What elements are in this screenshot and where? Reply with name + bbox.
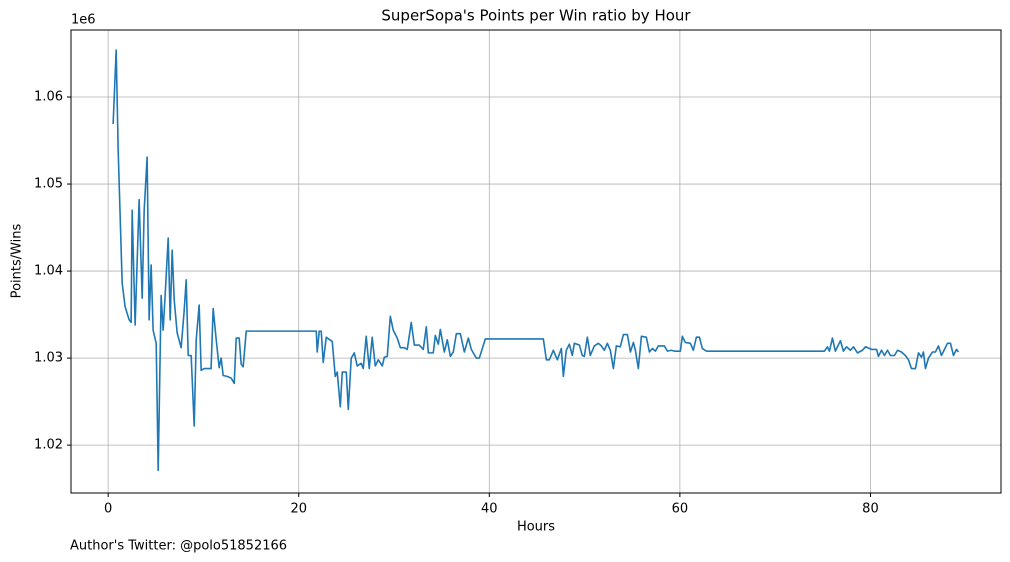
y-tick-label: 1.04: [34, 264, 63, 279]
offset-label: 1e6: [71, 13, 96, 28]
y-tick-label: 1.02: [34, 438, 63, 453]
x-tick-label: 80: [862, 502, 879, 517]
footer: Author's Twitter: @polo51852166: [70, 539, 287, 554]
y-tick-label: 1.06: [34, 90, 63, 105]
x-tick-label: 40: [481, 502, 498, 517]
y-tick-label: 1.03: [34, 351, 63, 366]
x-axis-label: Hours: [517, 520, 555, 535]
chart-title: SuperSopa's Points per Win ratio by Hour: [381, 7, 691, 25]
data-line: [112, 49, 960, 472]
x-tick-label: 20: [290, 502, 307, 517]
y-axis-label: Points/Wins: [10, 223, 25, 298]
y-tick-label: 1.05: [34, 177, 63, 192]
x-tick-label: 60: [672, 502, 689, 517]
x-tick-label: 0: [104, 502, 112, 517]
plot-frame: [70, 29, 1002, 494]
